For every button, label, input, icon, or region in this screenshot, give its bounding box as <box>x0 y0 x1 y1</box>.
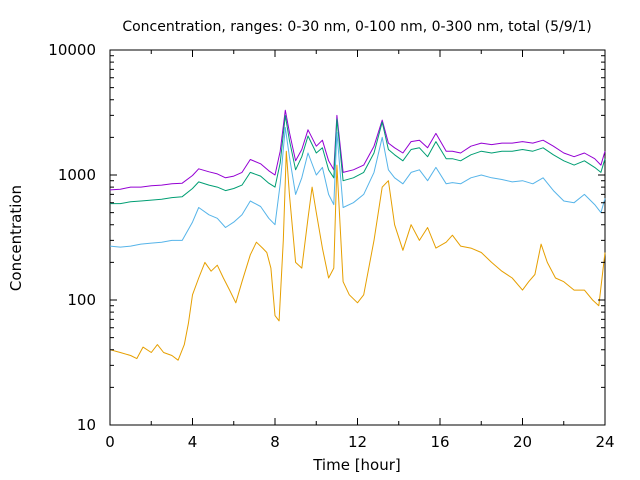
series-line-2 <box>110 114 606 205</box>
y-tick-label: 10000 <box>48 41 96 59</box>
chart-title: Concentration, ranges: 0-30 nm, 0-100 nm… <box>122 19 591 35</box>
x-tick-label: 24 <box>595 433 614 451</box>
y-tick-label: 10 <box>77 416 96 434</box>
series-line-4 <box>109 150 606 361</box>
x-tick-label: 16 <box>430 433 449 451</box>
series-layer <box>109 109 606 361</box>
series-line-1 <box>109 109 606 191</box>
y-tick-label: 100 <box>67 291 96 309</box>
x-tick-label: 0 <box>105 433 115 451</box>
x-tick-label: 8 <box>270 433 280 451</box>
y-tick-label: 1000 <box>58 166 96 184</box>
x-tick-label: 12 <box>348 433 367 451</box>
x-tick-label: 4 <box>188 433 198 451</box>
series-line-3 <box>109 127 606 248</box>
x-axis-title: Time [hour] <box>312 456 401 474</box>
x-tick-label: 20 <box>513 433 532 451</box>
y-axis-title: Concentration <box>7 185 25 291</box>
tick-label-layer: 0 4 8 12 16 20 24 10 100 1000 10000 <box>48 41 614 451</box>
tick-layer <box>109 49 606 426</box>
